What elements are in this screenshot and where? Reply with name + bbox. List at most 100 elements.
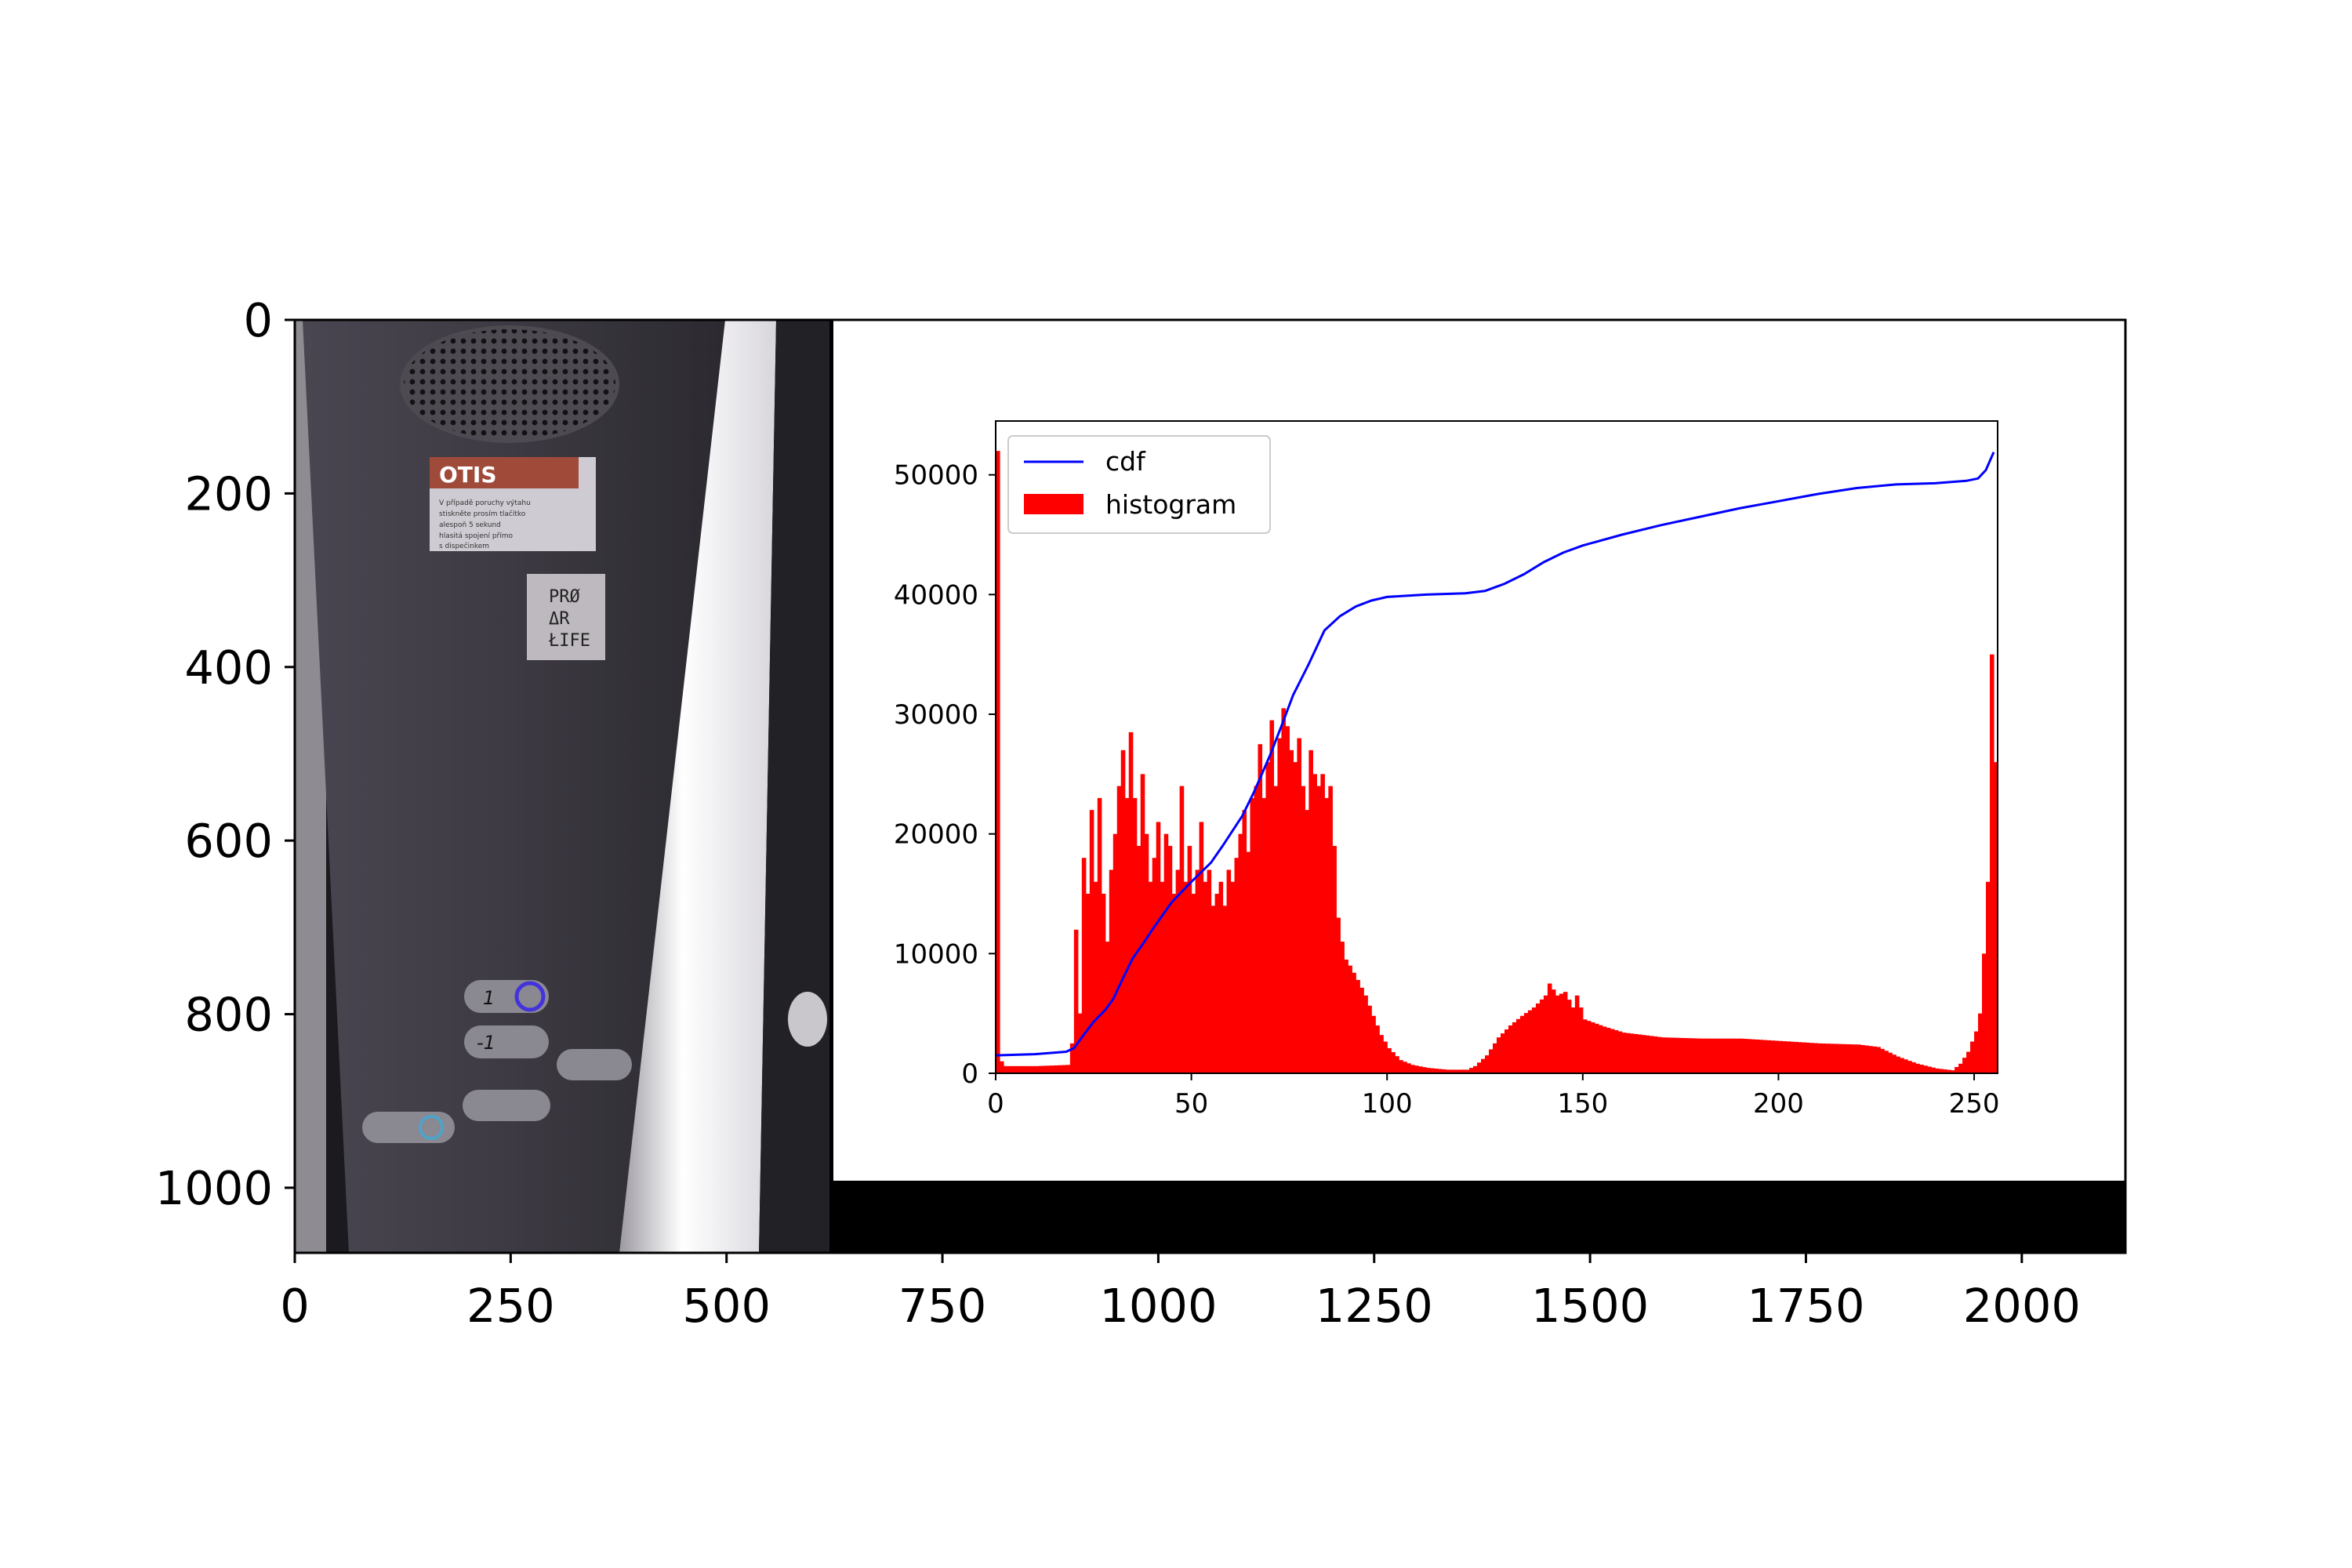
histogram-bar bbox=[1312, 774, 1317, 1073]
histogram-bar bbox=[1344, 959, 1348, 1073]
histogram-bar bbox=[1939, 1069, 1944, 1073]
histogram-bar bbox=[1007, 1065, 1012, 1073]
sticker-line-2: ΔR bbox=[549, 609, 570, 629]
histogram-bar bbox=[1014, 1065, 1020, 1073]
histogram-bar bbox=[1739, 1038, 1744, 1073]
histogram-bar bbox=[1519, 1015, 1525, 1073]
histogram-bar bbox=[1958, 1063, 1963, 1073]
outer-x-ticks: 0 250 500 750 1000 1250 1500 1750 2000 bbox=[280, 1253, 2081, 1333]
histogram-bar bbox=[999, 1061, 1004, 1073]
histogram-bar bbox=[1845, 1044, 1849, 1073]
histogram-bar bbox=[1813, 1043, 1818, 1073]
histogram-bar bbox=[1582, 1019, 1588, 1073]
histogram-bar bbox=[1109, 869, 1114, 1073]
histogram-bar bbox=[1825, 1044, 1830, 1073]
histogram-bar bbox=[1026, 1065, 1032, 1073]
outer-y-tick-label: 600 bbox=[184, 814, 273, 868]
histogram-bar bbox=[1046, 1065, 1051, 1073]
histogram-bar bbox=[1935, 1068, 1940, 1073]
histogram-bar bbox=[1250, 797, 1255, 1073]
legend-cdf-label: cdf bbox=[1105, 446, 1146, 477]
histogram-bar bbox=[1621, 1033, 1627, 1073]
histogram-bar bbox=[1089, 810, 1094, 1073]
histogram-bar bbox=[1438, 1069, 1443, 1073]
histogram-bar bbox=[1586, 1021, 1592, 1073]
histogram-bar bbox=[1645, 1035, 1650, 1073]
otis-notice: OTIS V případě poruchy výtahu stiskněte … bbox=[430, 457, 596, 551]
histogram-bar bbox=[1395, 1056, 1399, 1073]
door-handle bbox=[788, 992, 827, 1047]
histogram-bar bbox=[1485, 1055, 1490, 1073]
histogram-bar bbox=[1927, 1066, 1932, 1073]
histogram-bar bbox=[1551, 989, 1556, 1073]
light-strip bbox=[619, 320, 776, 1253]
histogram-bar bbox=[1535, 1003, 1541, 1073]
elevator-panel bbox=[303, 320, 725, 1253]
histogram-bar bbox=[1399, 1060, 1403, 1073]
histogram-bar bbox=[1606, 1027, 1611, 1073]
histogram-bar bbox=[1904, 1059, 1908, 1073]
histogram-bar bbox=[1653, 1036, 1658, 1073]
histogram-bar bbox=[1497, 1037, 1501, 1073]
histogram-bar bbox=[1547, 983, 1552, 1073]
histogram-bar bbox=[1704, 1038, 1709, 1073]
histogram-bar bbox=[1356, 979, 1360, 1073]
outer-y-tick-label: 800 bbox=[184, 988, 273, 1042]
histogram-bar bbox=[1727, 1038, 1733, 1073]
histogram-bar bbox=[1038, 1065, 1044, 1073]
histogram-bar bbox=[1085, 894, 1091, 1073]
histogram-bar bbox=[1915, 1063, 1920, 1073]
histogram-bar bbox=[1101, 894, 1106, 1073]
inset-x-tick-label: 50 bbox=[1174, 1088, 1208, 1120]
sticker-line-1: PRØ bbox=[549, 587, 580, 607]
histogram-bar bbox=[1790, 1041, 1795, 1073]
histogram-bar bbox=[1888, 1052, 1893, 1073]
inset-axes-frame bbox=[995, 420, 1998, 1074]
histogram-bar bbox=[1175, 869, 1181, 1073]
histogram-bar bbox=[1414, 1065, 1419, 1073]
notice-line-5: s dispečinkem bbox=[439, 542, 489, 550]
histogram-bar bbox=[1563, 992, 1568, 1073]
histogram-bar bbox=[1841, 1044, 1846, 1073]
histogram-bar bbox=[1500, 1033, 1505, 1073]
histogram-bar bbox=[1454, 1069, 1458, 1073]
histogram-bar bbox=[1821, 1043, 1826, 1073]
histogram-bar bbox=[996, 451, 1000, 1073]
legend: cdf histogram bbox=[1007, 435, 1271, 534]
histogram-bar bbox=[1140, 774, 1145, 1073]
histogram-bar bbox=[1578, 1007, 1584, 1073]
inset-y-ticks: 0 10000 20000 30000 40000 50000 bbox=[894, 460, 996, 1090]
outer-x-tick-label: 1250 bbox=[1316, 1279, 1433, 1333]
histogram-bar bbox=[1708, 1038, 1713, 1073]
histogram-bar bbox=[1218, 881, 1224, 1073]
histogram-bar bbox=[1711, 1038, 1717, 1073]
histogram-bar bbox=[1097, 797, 1102, 1073]
inset-x-tick-label: 0 bbox=[987, 1088, 1004, 1120]
histogram-bar bbox=[1974, 1031, 1979, 1073]
histogram-bar bbox=[1316, 786, 1321, 1073]
histogram-bar bbox=[1566, 1000, 1572, 1073]
histogram-bar bbox=[1277, 738, 1283, 1073]
histogram-bar bbox=[1112, 833, 1118, 1073]
histogram-bar bbox=[1649, 1036, 1654, 1073]
outer-y-tick-label: 0 bbox=[243, 293, 273, 347]
histogram-bar bbox=[1680, 1037, 1686, 1073]
histogram-bar bbox=[1034, 1065, 1040, 1073]
histogram-bar bbox=[1743, 1039, 1748, 1073]
histogram-bar bbox=[1637, 1034, 1642, 1073]
histogram-bar bbox=[1128, 731, 1134, 1073]
histogram-bar bbox=[1774, 1040, 1780, 1073]
histogram-bar bbox=[1073, 929, 1079, 1073]
histogram-bar bbox=[1293, 762, 1298, 1073]
histogram-bar bbox=[1210, 906, 1216, 1073]
histogram-bar bbox=[1387, 1047, 1392, 1073]
histogram-bar bbox=[1379, 1035, 1384, 1073]
histogram-bar bbox=[1030, 1065, 1036, 1073]
histogram-bar bbox=[1152, 858, 1157, 1073]
histogram-bar bbox=[1598, 1025, 1603, 1073]
histogram-bar bbox=[1817, 1043, 1822, 1073]
histogram-bar bbox=[1461, 1069, 1466, 1073]
inset-y-tick-label: 40000 bbox=[894, 579, 978, 611]
histogram-bar bbox=[1144, 833, 1149, 1073]
outer-x-tick-label: 1000 bbox=[1099, 1279, 1217, 1333]
